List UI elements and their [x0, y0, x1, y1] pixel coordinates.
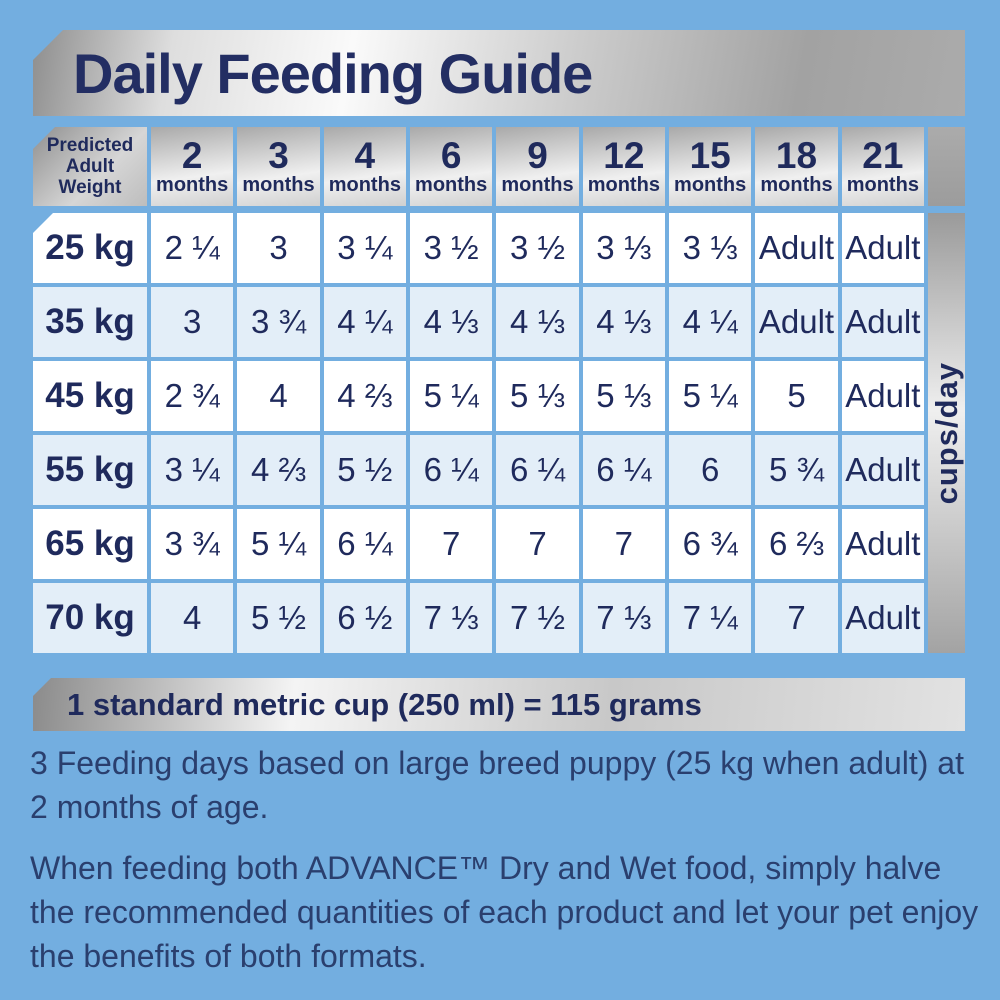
- feeding-value-cell: Adult: [841, 583, 924, 653]
- title-banner: Daily Feeding Guide: [33, 30, 965, 116]
- feeding-value-cell: 4 ⅓: [582, 287, 665, 357]
- feeding-value-cell: 7: [496, 509, 579, 579]
- corner-header-line: Adult: [65, 156, 115, 177]
- feeding-value-cell: 4 ¼: [669, 287, 752, 357]
- feeding-value-cell: Adult: [755, 213, 838, 283]
- weight-cell: 25 kg: [33, 213, 147, 283]
- feeding-value-cell: 4: [151, 583, 234, 653]
- feeding-value-cell: 7 ⅓: [582, 583, 665, 653]
- feeding-value-cell: 6 ⅔: [755, 509, 838, 579]
- feeding-value-cell: 5 ¼: [669, 361, 752, 431]
- page-title: Daily Feeding Guide: [73, 41, 593, 105]
- table-body: cups/day 25 kg 2 ¼ 3 3 ¼ 3 ½ 3 ½ 3 ⅓ 3 ⅓…: [33, 213, 965, 653]
- weight-cell: 65 kg: [33, 509, 147, 579]
- weight-cell: 45 kg: [33, 361, 147, 431]
- feeding-value-cell: 5 ¼: [237, 509, 320, 579]
- feeding-value-cell: 6 ¼: [496, 435, 579, 505]
- metric-cup-banner: 1 standard metric cup (250 ml) = 115 gra…: [33, 678, 965, 731]
- feeding-value-cell: 4 ⅓: [410, 287, 493, 357]
- column-header-3-months: 3 months: [237, 127, 320, 206]
- feeding-value-cell: 3 ¾: [151, 509, 234, 579]
- feeding-value-cell: 3 ¼: [151, 435, 234, 505]
- feeding-value-cell: Adult: [841, 435, 924, 505]
- feeding-value-cell: 5 ½: [323, 435, 406, 505]
- feeding-value-cell: 6 ¼: [582, 435, 665, 505]
- mixed-feeding-note: When feeding both ADVANCE™ Dry and Wet f…: [30, 850, 979, 974]
- feeding-value-cell: 5 ⅓: [496, 361, 579, 431]
- feeding-value-cell: 7: [582, 509, 665, 579]
- weight-cell: 35 kg: [33, 287, 147, 357]
- column-header-9-months: 9 months: [496, 127, 579, 206]
- corner-header-line: Weight: [58, 177, 122, 198]
- feeding-value-cell: 6 ¼: [323, 509, 406, 579]
- feeding-value-cell: 5 ½: [237, 583, 320, 653]
- column-header-15-months: 15 months: [669, 127, 752, 206]
- feeding-value-cell: 7 ¼: [669, 583, 752, 653]
- feeding-value-cell: 7: [410, 509, 493, 579]
- feeding-value-cell: 6 ½: [323, 583, 406, 653]
- feeding-value-cell: 2 ¼: [151, 213, 234, 283]
- cups-per-day-sidebar: cups/day: [928, 213, 965, 653]
- column-header-21-months: 21 months: [841, 127, 924, 206]
- feeding-value-cell: 4 ¼: [323, 287, 406, 357]
- feeding-value-cell: 2 ¾: [151, 361, 234, 431]
- cups-per-day-label: cups/day: [928, 361, 964, 505]
- feeding-value-cell: 3 ½: [496, 213, 579, 283]
- feeding-value-cell: 5 ¾: [755, 435, 838, 505]
- table-header-row: Predicted Adult Weight 2 months 3 months…: [33, 127, 965, 206]
- sidebar-header-spacer: [928, 127, 965, 206]
- feeding-value-cell: 3 ¾: [237, 287, 320, 357]
- column-header-6-months: 6 months: [410, 127, 493, 206]
- column-header-2-months: 2 months: [151, 127, 234, 206]
- weight-cell: 55 kg: [33, 435, 147, 505]
- column-header-12-months: 12 months: [582, 127, 665, 206]
- column-header-18-months: 18 months: [755, 127, 838, 206]
- feeding-value-cell: 6 ¾: [669, 509, 752, 579]
- feeding-value-cell: 3 ⅓: [669, 213, 752, 283]
- column-header-4-months: 4 months: [323, 127, 406, 206]
- feeding-value-cell: Adult: [841, 361, 924, 431]
- feeding-guide-table: Predicted Adult Weight 2 months 3 months…: [33, 127, 965, 653]
- feeding-value-cell: 5: [755, 361, 838, 431]
- feeding-value-cell: Adult: [841, 213, 924, 283]
- feeding-value-cell: 5 ¼: [410, 361, 493, 431]
- feeding-days-note: 3 Feeding days based on large breed pupp…: [30, 745, 964, 825]
- feeding-value-cell: 7 ⅓: [410, 583, 493, 653]
- feeding-value-cell: 6 ¼: [410, 435, 493, 505]
- feeding-value-cell: 3 ½: [410, 213, 493, 283]
- feeding-value-cell: 4 ⅔: [323, 361, 406, 431]
- feeding-value-cell: 3 ¼: [323, 213, 406, 283]
- weight-cell: 70 kg: [33, 583, 147, 653]
- feeding-value-cell: 3: [237, 213, 320, 283]
- feeding-value-cell: 5 ⅓: [582, 361, 665, 431]
- feeding-value-cell: 4: [237, 361, 320, 431]
- feeding-value-cell: 3: [151, 287, 234, 357]
- feeding-value-cell: 3 ⅓: [582, 213, 665, 283]
- corner-header: Predicted Adult Weight: [33, 127, 147, 206]
- feeding-value-cell: 7: [755, 583, 838, 653]
- feeding-value-cell: 6: [669, 435, 752, 505]
- feeding-value-cell: 4 ⅓: [496, 287, 579, 357]
- feeding-value-cell: Adult: [755, 287, 838, 357]
- metric-cup-note: 1 standard metric cup (250 ml) = 115 gra…: [67, 686, 702, 722]
- feeding-value-cell: Adult: [841, 509, 924, 579]
- feeding-value-cell: Adult: [841, 287, 924, 357]
- corner-header-line: Predicted: [46, 135, 134, 156]
- feeding-value-cell: 7 ½: [496, 583, 579, 653]
- feeding-value-cell: 4 ⅔: [237, 435, 320, 505]
